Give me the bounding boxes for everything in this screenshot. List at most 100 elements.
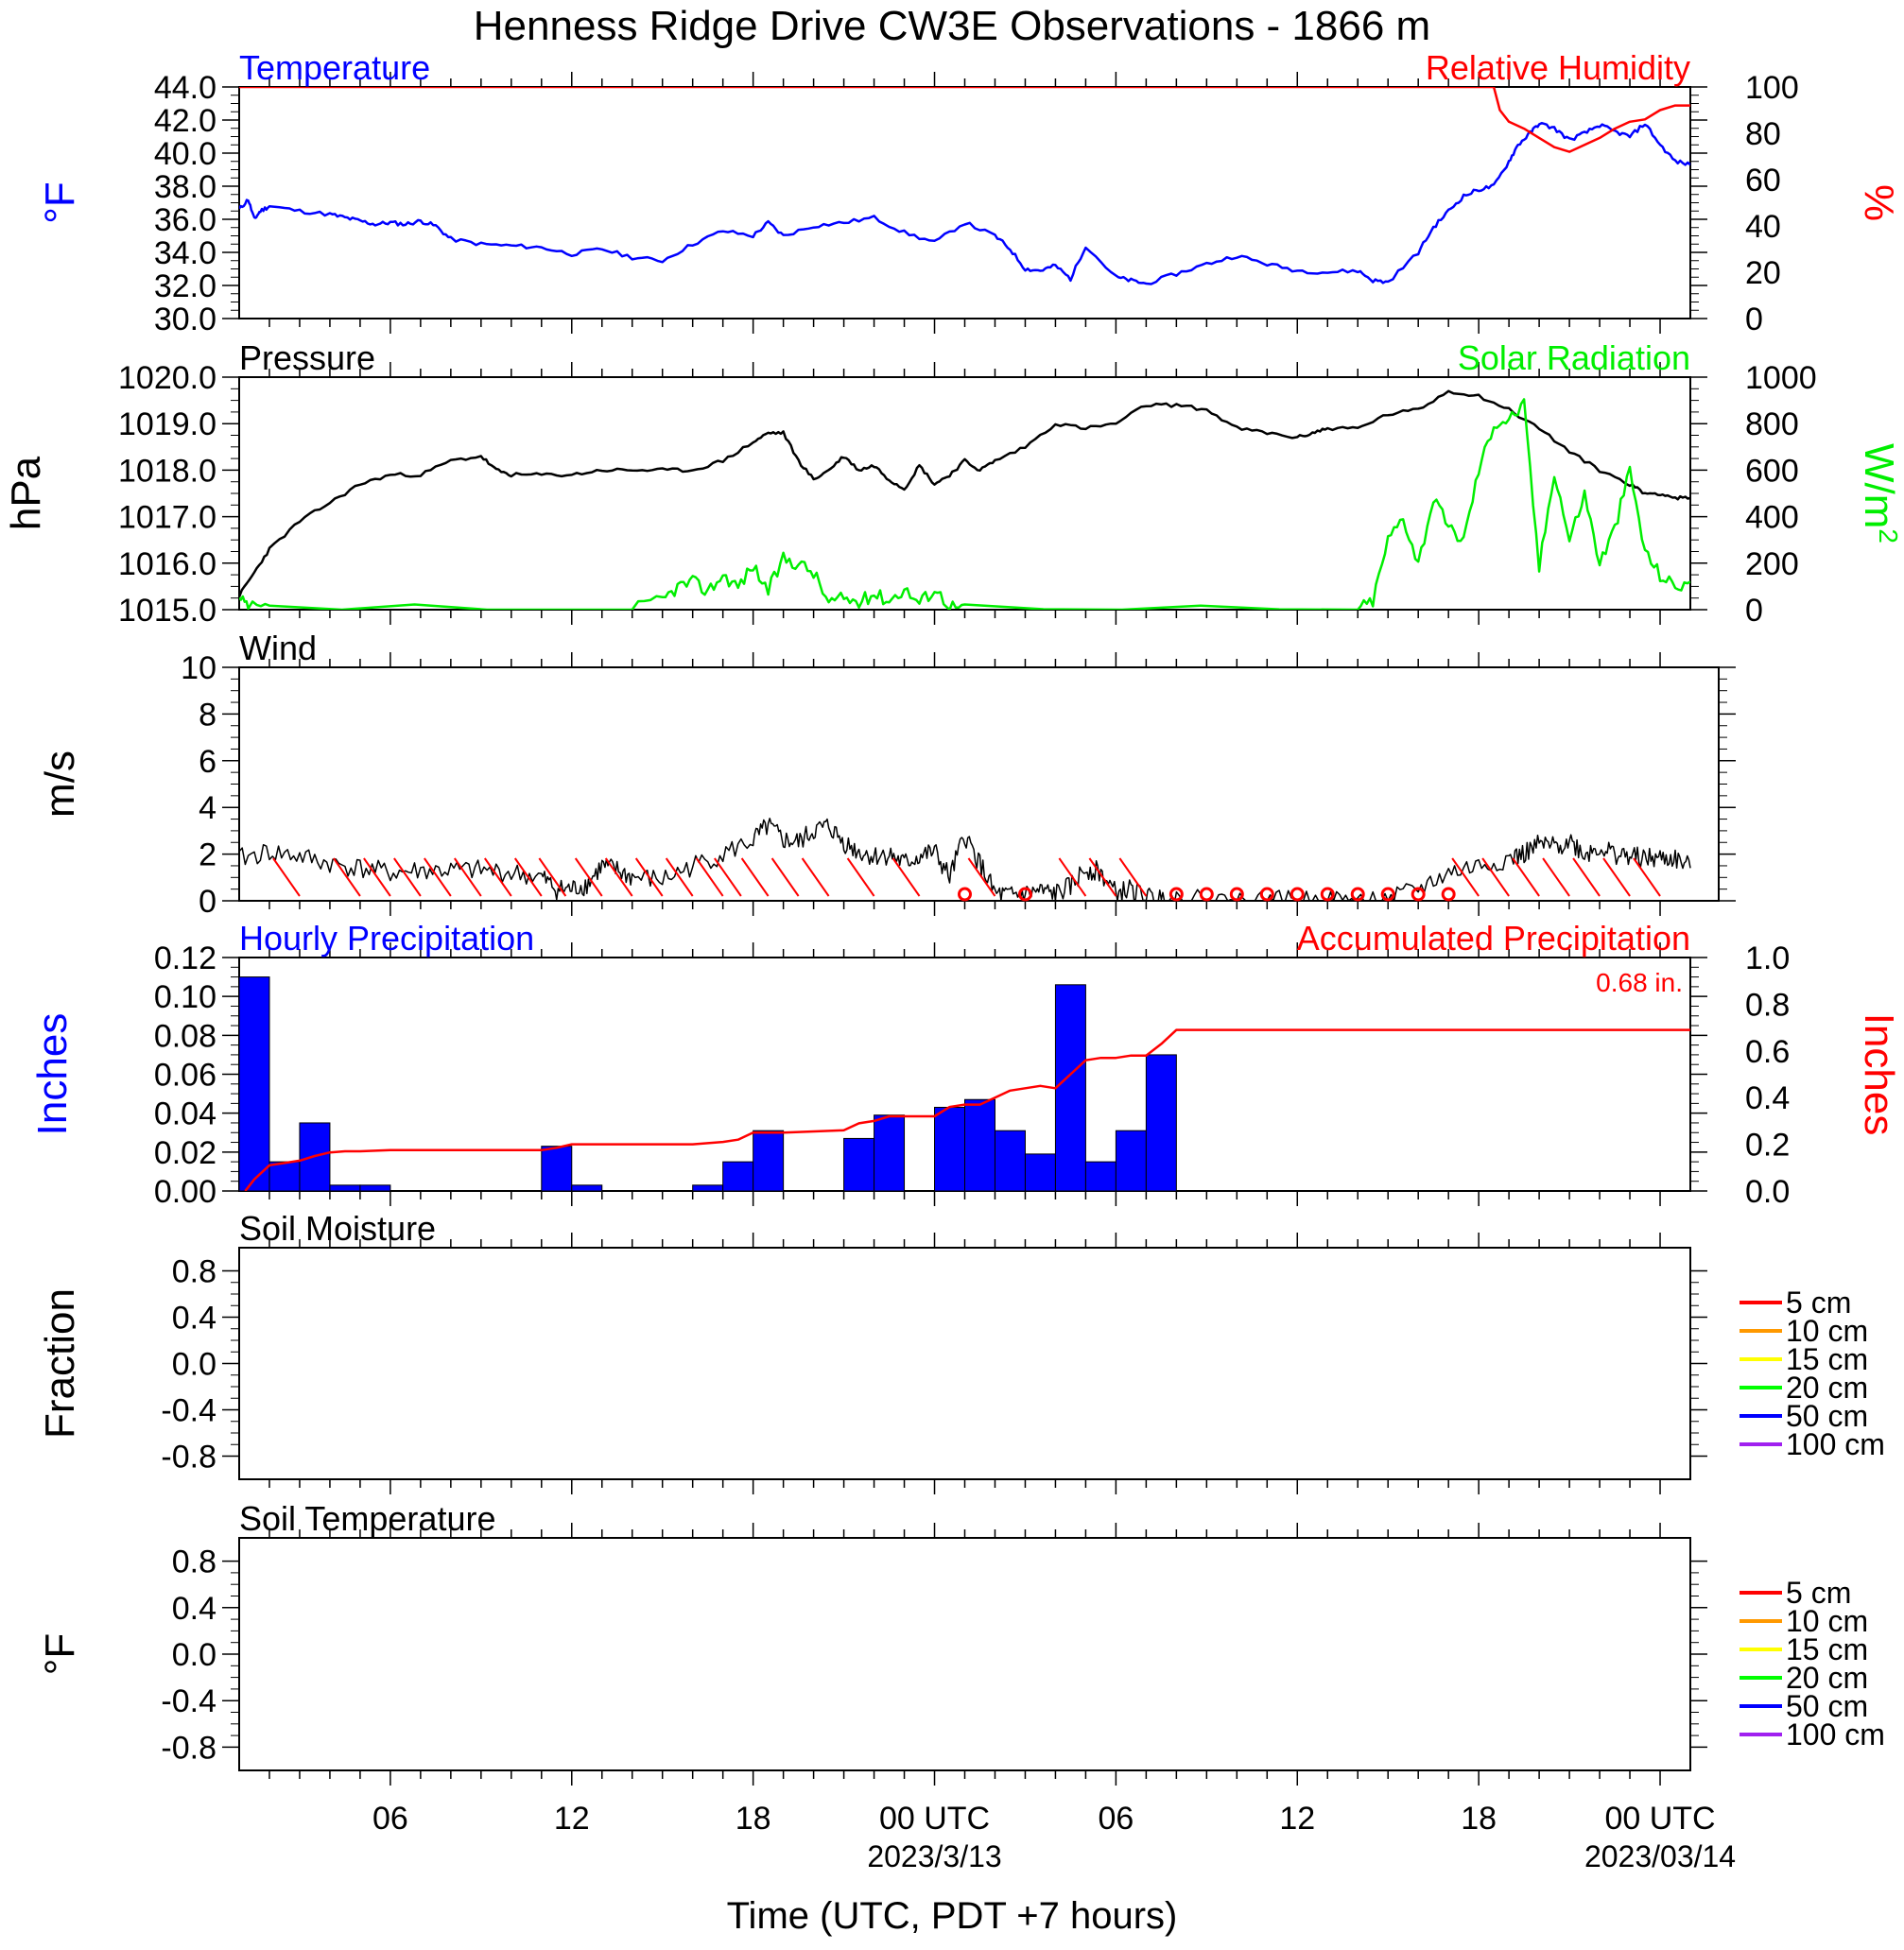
y-tick-label: 8 [199,697,216,733]
panel-title-right: Solar Radiation [1458,338,1690,377]
wind-barb [1481,857,1510,897]
precip-bar [268,1161,301,1191]
y-tick-label: 4 [199,790,216,826]
y-right-axis-label: W/m2 [1856,443,1904,544]
x-tick-label: 00 UTC [1604,1801,1715,1837]
y-tick-label: 0 [199,884,216,920]
legend-label: 5 cm [1786,1286,1851,1320]
x-tick-date: 2023/3/13 [867,1839,1001,1873]
y-axis-label: m/s [37,751,83,818]
panel-title-left: Hourly Precipitation [239,919,534,958]
y-right-tick-label: 60 [1745,163,1781,198]
wind-calm-marker [1259,887,1274,902]
y-tick-label: 10 [181,650,216,686]
precip-bar [934,1106,965,1191]
y-tick-label: 40.0 [154,136,216,172]
legend-label: 10 cm [1786,1604,1868,1638]
y-right-tick-label: 0 [1745,593,1763,629]
precip-bar [964,1098,995,1191]
plot-area [239,87,1690,285]
panel-title-right: Relative Humidity [1426,48,1690,87]
y-right-tick-label: 0.4 [1745,1080,1790,1116]
wind-barb [1633,857,1661,897]
wind-barb [574,857,603,897]
y-right-tick-label: 400 [1745,500,1799,536]
wind-barb [846,857,875,897]
plot-area [239,976,1690,1191]
y-right-tick-label: 800 [1745,406,1799,442]
precip-bar [571,1184,603,1191]
wind-calm-marker [1290,887,1305,902]
panel-title-left: Pressure [239,338,375,377]
panel-temperature_humidity: 30.032.034.036.038.040.042.044.0 °F 0 20 40 6… [37,48,1902,337]
wind-calm-marker [1320,887,1335,902]
y-right-tick-label: 1000 [1745,360,1817,396]
y-right-tick-label: 200 [1745,546,1799,582]
wind-calm-marker [1350,887,1365,902]
wind-barb [891,857,921,897]
wind-barb [363,857,391,897]
precip-bar [874,1114,906,1191]
x-axis-label: Time (UTC, PDT +7 hours) [727,1895,1178,1937]
y-tick-label: 0.4 [172,1591,216,1627]
y-tick-label: 0.06 [154,1058,216,1094]
wind-calm-marker [1168,887,1184,902]
wind-barb [513,857,543,897]
plot-area [239,818,1691,901]
x-tick-label: 06 [372,1801,408,1837]
y-right-tick-label: 40 [1745,209,1781,245]
y-tick-label: 0.0 [172,1347,216,1383]
wind-barb [393,857,422,897]
series-line [239,398,1690,610]
x-tick-label: 00 UTC [879,1801,990,1837]
superscript: 2 [1875,528,1904,544]
legend-label: 100 cm [1786,1427,1885,1461]
y-right-axis-label: % [1856,184,1902,221]
precip-bar [1145,1054,1177,1191]
wind-barb [483,857,512,897]
x-tick-label: 18 [1461,1801,1497,1837]
legend-label: 50 cm [1786,1689,1868,1723]
wind-barb [695,857,724,897]
wind-barb [967,857,996,897]
legend-label: 15 cm [1786,1342,1868,1376]
accumulated-precip-line [244,1028,1690,1191]
precip-bar [1024,1153,1056,1191]
wind-barb [272,857,301,897]
wind-calm-marker [1229,887,1244,902]
y-axis-label: Inches [29,1013,76,1136]
y-right-tick-label: 0.0 [1745,1174,1790,1210]
y-tick-label: 1016.0 [118,546,216,582]
y-tick-label: 1015.0 [118,593,216,629]
wind-barb [1572,857,1601,897]
y-tick-label: 6 [199,744,216,780]
wind-barb [714,857,742,897]
legend-label: 20 cm [1786,1661,1868,1695]
wind-barb [454,857,482,897]
y-tick-label: -0.8 [161,1730,216,1766]
panel-title-right: Accumulated Precipitation [1297,919,1690,958]
wind-barb [1451,857,1480,897]
y-right-tick-label: 0.2 [1745,1128,1790,1164]
series-line [239,121,1690,285]
precip-bar [1115,1130,1147,1191]
precip-bar [299,1122,331,1191]
wind-calm-marker [1441,887,1456,902]
y-tick-label: 0.8 [172,1254,216,1290]
y-tick-label: 0.04 [154,1096,216,1132]
wind-barb [1542,857,1570,897]
y-tick-label: -0.4 [161,1683,216,1719]
precip-bar [1054,984,1086,1191]
x-tick-label: 12 [1279,1801,1315,1837]
y-tick-label: 36.0 [154,202,216,238]
panel-title-left: Soil Moisture [239,1209,436,1248]
wind-calm-marker [1199,887,1214,902]
panels: 30.032.034.036.038.040.042.044.0°F020406… [3,48,1904,1873]
y-tick-label: 1020.0 [118,360,216,396]
precip-bar [541,1146,573,1191]
y-tick-label: 30.0 [154,302,216,337]
y-right-tick-label: 0.8 [1745,987,1790,1023]
y-tick-label: 0.8 [172,1544,216,1580]
wind-barb [333,857,361,897]
